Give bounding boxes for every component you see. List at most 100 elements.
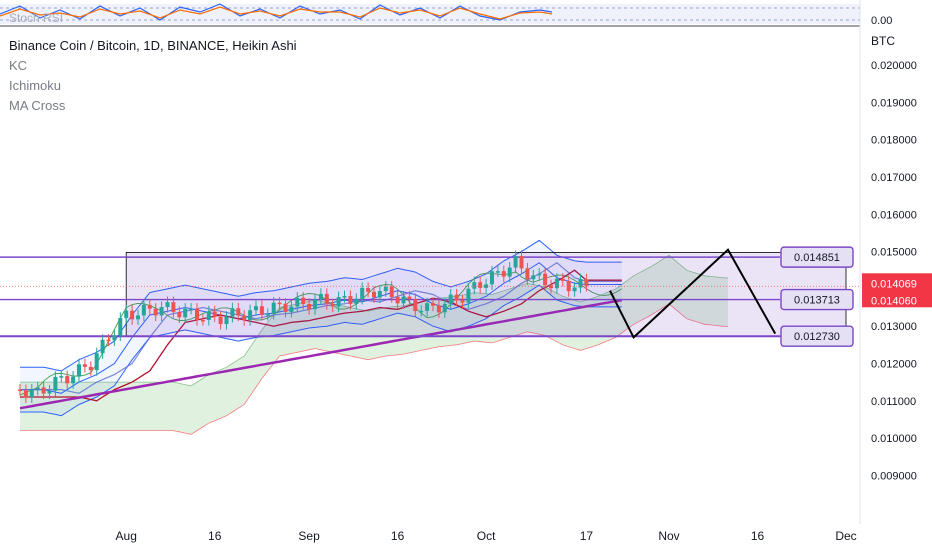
candle-body [307, 303, 312, 310]
candle-body [200, 319, 205, 322]
last-price-badge [862, 273, 932, 308]
price-labels: 0.014851 0.013713 0.012730 0.014069 0.014060 [780, 246, 932, 347]
candle-body [53, 376, 58, 391]
stoch-rsi-label[interactable]: Stoch RSI [9, 11, 64, 25]
candle-body [230, 308, 235, 317]
y-tick-label: 0.018000 [871, 135, 917, 147]
y-tick-label: 0.020000 [871, 60, 917, 72]
candle-body [360, 287, 365, 299]
level-label-text: 0.012730 [794, 331, 840, 343]
candle-body [177, 312, 182, 318]
candle-body [195, 308, 199, 320]
level-label-box [780, 246, 854, 268]
x-tick-label: Oct [477, 529, 496, 543]
ma-fast-line [20, 269, 622, 402]
y-tick-label: 0.016000 [871, 209, 917, 221]
candle-body [23, 390, 28, 398]
candle-body [578, 279, 583, 288]
candle-body [318, 293, 323, 300]
indicator-ichimoku[interactable]: Ichimoku [9, 78, 62, 93]
candle-body [271, 302, 276, 314]
candle-body [47, 390, 52, 394]
candle-body [71, 376, 76, 384]
candle-body [537, 273, 542, 276]
candle-body [354, 298, 359, 305]
candle-body [501, 271, 506, 277]
candle-body [507, 267, 512, 277]
candle-body [88, 366, 93, 371]
candle-body [124, 310, 129, 318]
candle-body [29, 389, 34, 398]
candle-body [147, 304, 152, 309]
candle-body [100, 339, 105, 354]
candle-body [519, 256, 524, 269]
candle-body [348, 296, 353, 305]
candle-body [407, 296, 412, 300]
candle-body [377, 291, 382, 298]
last-price-text: 0.014069 [871, 278, 917, 290]
candle-body [295, 297, 300, 307]
last-price-text: 0.014060 [871, 295, 917, 307]
x-tick-label: 17 [580, 529, 594, 543]
candle-body [525, 268, 530, 280]
stoch-rsi-zero-label: 0.00 [871, 15, 893, 27]
candle-body [153, 308, 158, 316]
ichimoku-span-b [20, 303, 729, 435]
y-tick-label: 0.015000 [871, 247, 917, 259]
candle-body [118, 317, 123, 336]
candle-body [77, 364, 81, 377]
candle-body [425, 303, 430, 311]
candle-body [283, 303, 288, 312]
x-tick-label: 16 [391, 529, 405, 543]
candle-body [94, 353, 99, 371]
candle-body [224, 316, 229, 325]
x-tick-label: 16 [208, 529, 222, 543]
symbol-title[interactable]: Binance Coin / Bitcoin, 1D, BINANCE, Hei… [9, 38, 297, 53]
indicator-kc[interactable]: KC [9, 58, 28, 73]
candle-body [472, 282, 477, 289]
candle-body [141, 304, 146, 316]
ichimoku-base [20, 262, 622, 394]
range-rectangle [125, 252, 847, 337]
indicator-ma-cross[interactable]: MA Cross [9, 98, 66, 113]
candle-body [336, 297, 341, 307]
candle-body [301, 297, 306, 304]
candle-body [543, 273, 548, 286]
candle-body [35, 387, 40, 390]
x-tick-label: Dec [835, 529, 856, 543]
candle-body [254, 306, 258, 311]
candle-body [478, 282, 483, 288]
x-tick-label: 16 [751, 529, 765, 543]
candle-body [448, 294, 453, 304]
candle-body [265, 313, 270, 316]
candle-body [413, 299, 418, 311]
candle-body [82, 364, 87, 367]
chart-legend[interactable]: Binance Coin / Bitcoin, 1D, BINANCE, Hei… [9, 36, 297, 116]
candle-body [189, 308, 194, 311]
candle-body [259, 306, 264, 315]
candle-body [436, 305, 441, 313]
candle-body [183, 308, 188, 318]
stoch-rsi-pane [0, 3, 860, 24]
candle-body [442, 303, 447, 313]
keltner-fill [20, 240, 622, 416]
candle-body [566, 280, 571, 292]
y-tick-label: 0.010000 [871, 433, 917, 445]
level-label-text: 0.014851 [794, 252, 840, 264]
candle-body [65, 376, 70, 384]
candle-body [531, 275, 536, 280]
candle-body [372, 291, 376, 298]
candle-body [212, 311, 217, 317]
candle-body [236, 308, 241, 316]
y-tick-label: 0.012000 [871, 358, 917, 370]
ma-slow-line [19, 298, 623, 410]
candle-body [466, 288, 471, 303]
candle-body [324, 293, 329, 305]
y-tick-label: 0.019000 [871, 97, 917, 109]
candle-body [112, 335, 117, 341]
candle-body [106, 339, 111, 342]
candle-body [18, 389, 22, 392]
candle-body [206, 311, 211, 320]
candle-body [401, 296, 406, 304]
